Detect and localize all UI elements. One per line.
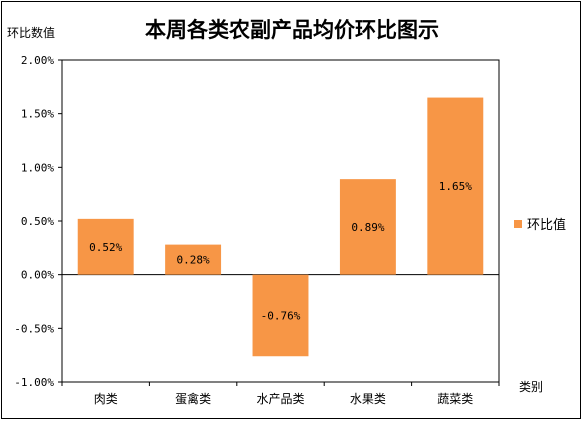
x-tick-label: 蔬菜类 bbox=[437, 392, 473, 406]
x-tick-label: 肉类 bbox=[94, 392, 118, 406]
chart-title: 本周各类农副产品均价环比图示 bbox=[145, 17, 439, 42]
x-axis-title: 类别 bbox=[519, 380, 543, 394]
legend-label: 环比值 bbox=[527, 217, 566, 233]
y-axis-title: 环比数值 bbox=[7, 25, 55, 40]
y-tick-label: 1.00% bbox=[21, 161, 54, 174]
y-tick-label: 0.50% bbox=[21, 215, 54, 228]
y-tick-label: 2.00% bbox=[21, 54, 54, 67]
bar bbox=[252, 274, 309, 357]
data-label: 0.28% bbox=[177, 254, 210, 267]
x-tick-label: 水产品类 bbox=[256, 392, 304, 406]
data-label: 0.89% bbox=[351, 221, 384, 234]
x-tick-label: 水果类 bbox=[350, 392, 386, 406]
y-tick-label: 1.50% bbox=[21, 108, 54, 121]
bar bbox=[339, 179, 396, 275]
y-axis: 2.00% 1.50% 1.00% 0.50% 0.00% -0.50% -1.00% bbox=[14, 54, 499, 389]
legend: 环比值 bbox=[514, 217, 566, 233]
x-axis: 肉类 蛋禽类 水产品类 水果类 蔬菜类 bbox=[61, 382, 500, 406]
y-tick-label: -1.00% bbox=[14, 376, 54, 389]
data-label: 1.65% bbox=[439, 180, 472, 193]
bar-series: 0.52% 0.28% -0.76% 0.89% 1.65% bbox=[77, 97, 484, 357]
bar bbox=[165, 244, 222, 275]
y-tick-label: 0.00% bbox=[21, 269, 54, 282]
y-tick-label: -0.50% bbox=[14, 322, 54, 335]
data-label: 0.52% bbox=[89, 241, 122, 254]
bar bbox=[77, 218, 134, 275]
data-label: -0.76% bbox=[261, 309, 301, 322]
bar bbox=[427, 97, 484, 275]
x-tick-label: 蛋禽类 bbox=[175, 391, 211, 406]
legend-swatch bbox=[514, 220, 522, 228]
